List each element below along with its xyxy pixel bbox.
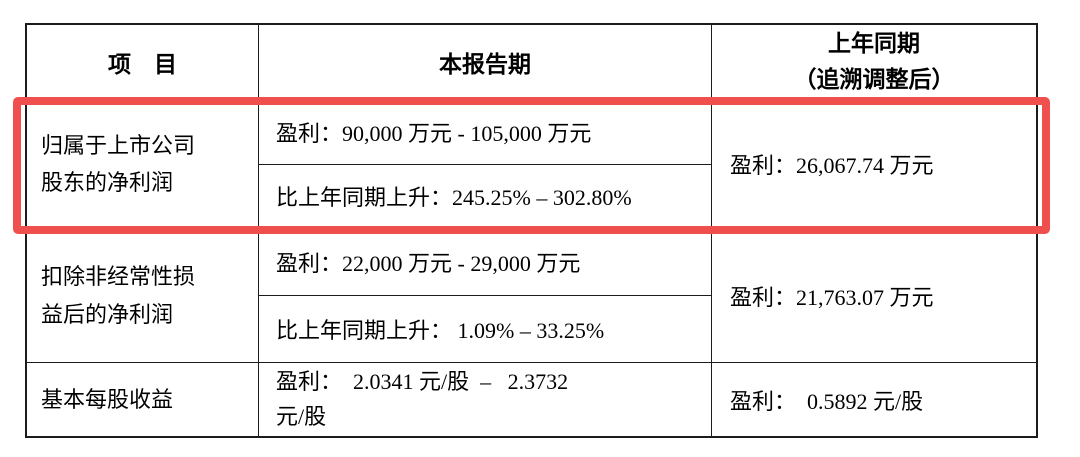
current-eps-range-line2: 元/股	[276, 403, 327, 429]
row-label: 归属于上市公司股东的净利润	[27, 100, 259, 228]
prior-period-value: 盈利：26,067.74 万元	[730, 153, 934, 178]
header-prior-period: 上年同期 （追溯调整后）	[712, 25, 1036, 99]
prior-period-value: 盈利：21,763.07 万元	[730, 284, 934, 310]
header-prior-period-line1: 上年同期	[828, 31, 920, 57]
header-prior-period-line2: （追溯调整后）	[793, 67, 955, 92]
table-row-net-profit: 归属于上市公司股东的净利润 盈利：90,000 万元 - 105,000 万元 …	[27, 100, 1036, 229]
current-change-range: 比上年同期上升： 1.09% – 33.25%	[276, 318, 605, 343]
row-label: 基本每股收益	[27, 363, 259, 436]
table-row-net-profit-excl-nonrecurring: 扣除非经常性损益后的净利润 盈利：22,000 万元 - 29,000 万元 比…	[27, 229, 1036, 363]
table-header-row: 项 目 本报告期 上年同期 （追溯调整后）	[27, 25, 1036, 100]
current-period-cell: 盈利：90,000 万元 - 105,000 万元 比上年同期上升：245.25…	[259, 100, 712, 228]
current-period-cell: 盈利： 2.0341 元/股 – 2.3732 元/股	[259, 363, 712, 436]
earnings-forecast-table: 项 目 本报告期 上年同期 （追溯调整后） 归属于上市公司股东的净利润 盈利：9…	[25, 23, 1038, 438]
current-period-cell: 盈利：22,000 万元 - 29,000 万元 比上年同期上升： 1.09% …	[259, 229, 712, 362]
row-label: 扣除非经常性损益后的净利润	[27, 229, 259, 362]
current-profit-range: 盈利：90,000 万元 - 105,000 万元	[259, 100, 711, 165]
current-eps-range-line1: 盈利： 2.0341 元/股 – 2.3732	[276, 369, 569, 395]
current-change-range: 比上年同期上升：245.25% – 302.80%	[276, 185, 632, 211]
header-current-period: 本报告期	[259, 25, 712, 99]
prior-period-value: 盈利： 0.5892 元/股	[730, 388, 924, 414]
header-item: 项 目	[27, 25, 259, 99]
table-row-basic-eps: 基本每股收益 盈利： 2.0341 元/股 – 2.3732 元/股 盈利： 0…	[27, 363, 1036, 436]
current-profit-range: 盈利：22,000 万元 - 29,000 万元	[259, 229, 711, 296]
